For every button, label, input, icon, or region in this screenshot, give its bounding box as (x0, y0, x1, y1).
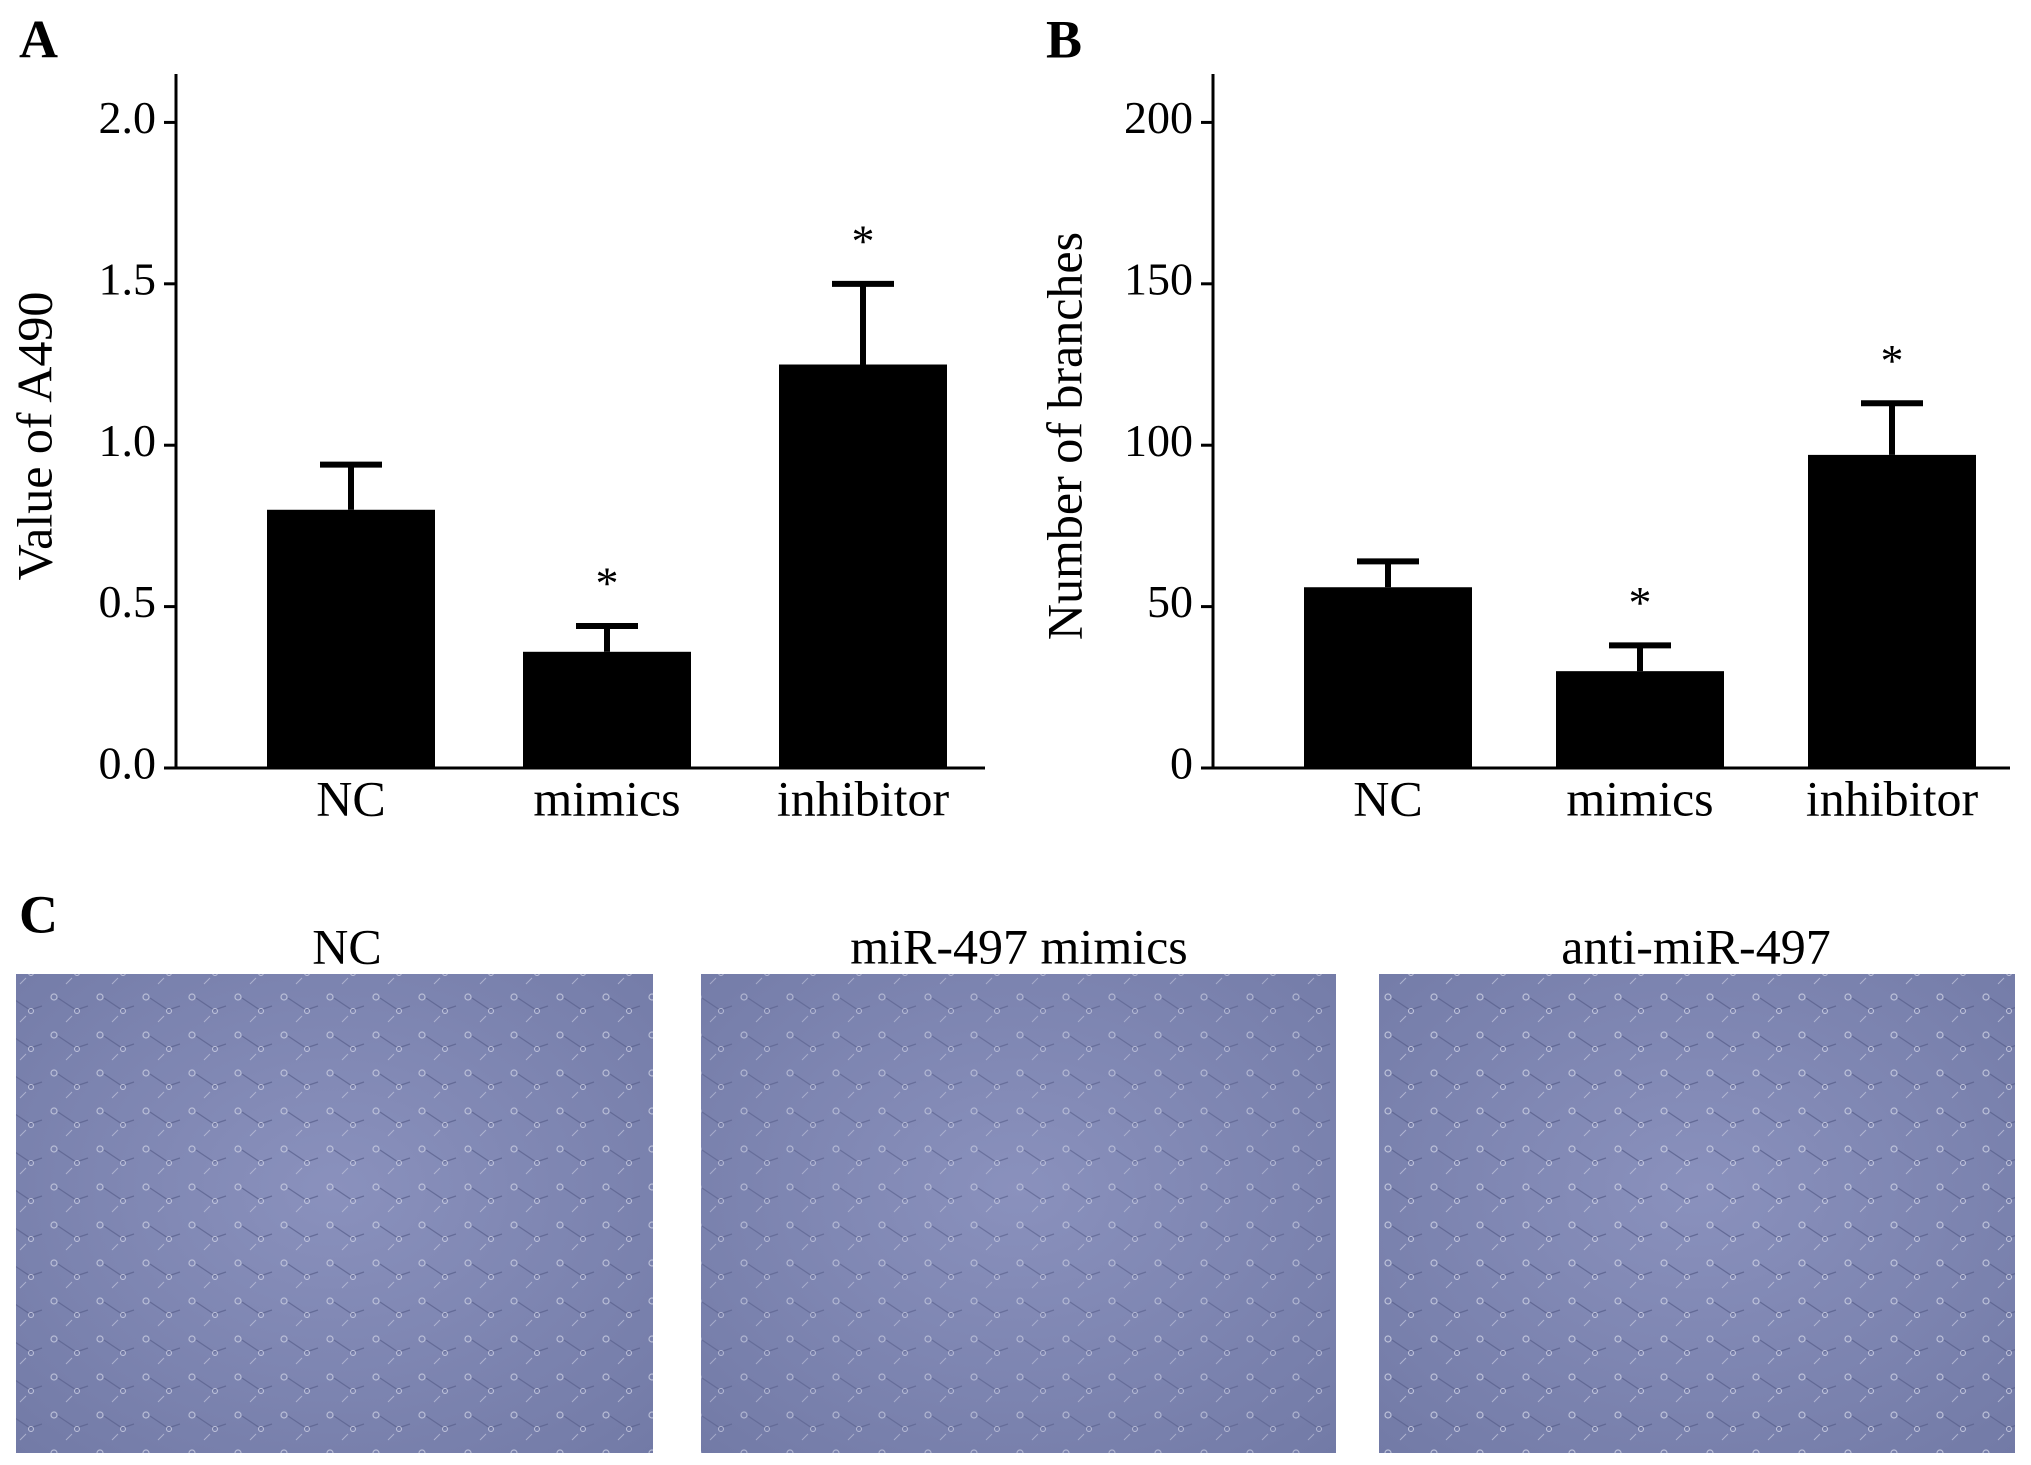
x-tick-label: mimics (533, 770, 680, 826)
y-tick-label: 0.0 (99, 738, 157, 789)
error-bar (320, 461, 382, 510)
micrograph (701, 974, 1336, 1453)
panel-label: C (19, 884, 58, 944)
error-bar (832, 280, 894, 365)
image-title: anti-miR-497 (1561, 918, 1830, 974)
x-tick-label: NC (1353, 770, 1422, 826)
y-tick-label: 0.5 (99, 576, 157, 627)
bar (523, 651, 691, 768)
error-bar (576, 622, 638, 652)
micrograph (16, 974, 653, 1453)
image-title: miR-497 mimics (850, 918, 1188, 974)
y-tick-label: 50 (1147, 576, 1193, 627)
y-axis-title: Value of A490 (6, 292, 62, 581)
bar (267, 509, 435, 768)
y-tick-label: 0 (1170, 738, 1193, 789)
significance-mark: * (852, 215, 875, 266)
y-tick-label: 1.0 (99, 415, 157, 466)
panel-label: A (19, 9, 58, 69)
y-tick-label: 2.0 (99, 92, 157, 143)
x-tick-label: mimics (1566, 770, 1713, 826)
x-tick-label: inhibitor (1806, 770, 1979, 826)
error-bar (1609, 642, 1671, 672)
bar (1304, 587, 1472, 768)
micrograph (1379, 974, 2015, 1453)
significance-mark: * (1629, 577, 1652, 628)
y-tick-label: 100 (1124, 415, 1193, 466)
error-bar (1357, 558, 1419, 588)
y-tick-label: 200 (1124, 92, 1193, 143)
y-tick-label: 150 (1124, 253, 1193, 304)
panel-label: B (1046, 9, 1082, 69)
error-bar (1861, 400, 1923, 455)
image-title: NC (312, 918, 381, 974)
y-axis-title: Number of branches (1036, 232, 1092, 640)
y-tick-label: 1.5 (99, 253, 157, 304)
bar (1808, 454, 1976, 768)
x-tick-label: NC (316, 770, 385, 826)
x-tick-label: inhibitor (777, 770, 950, 826)
bar (1556, 671, 1724, 768)
bar (779, 364, 947, 768)
significance-mark: * (1881, 335, 1904, 386)
significance-mark: * (596, 558, 619, 609)
